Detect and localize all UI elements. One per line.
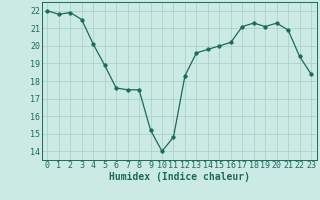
X-axis label: Humidex (Indice chaleur): Humidex (Indice chaleur) bbox=[109, 172, 250, 182]
